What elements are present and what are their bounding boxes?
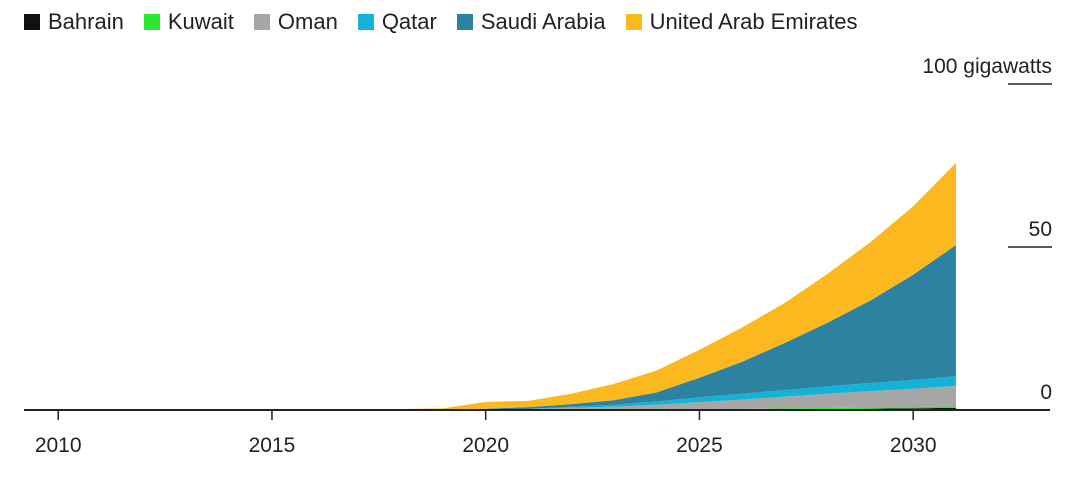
legend-swatch-united-arab-emirates: [625, 14, 642, 30]
legend-item-oman: Oman: [253, 9, 338, 35]
x-tick-label-2010: 2010: [35, 434, 82, 457]
x-tick-label-2015: 2015: [249, 434, 296, 457]
legend: Bahrain Kuwait Oman Qatar Saudi Arabia United…: [24, 8, 877, 36]
legend-item-kuwait: Kuwait: [143, 9, 234, 35]
y-tick-label-50: 50: [1029, 218, 1052, 241]
y-tick-label-0: 0: [1040, 381, 1052, 404]
legend-swatch-bahrain: [24, 14, 40, 30]
area-series-qatar: [58, 376, 956, 410]
legend-swatch-qatar: [357, 14, 374, 30]
x-tick-label-2025: 2025: [676, 434, 723, 457]
legend-swatch-saudi-arabia: [456, 14, 473, 30]
legend-label: Saudi Arabia: [480, 9, 606, 34]
legend-label: Bahrain: [48, 9, 124, 34]
area-series-saudi-arabia: [58, 245, 956, 410]
legend-item-united-arab-emirates: United Arab Emirates: [625, 9, 858, 35]
legend-swatch-oman: [253, 14, 270, 30]
legend-item-qatar: Qatar: [357, 9, 437, 35]
x-tick-label-2030: 2030: [890, 434, 937, 457]
legend-label: Qatar: [381, 9, 437, 34]
legend-item-saudi-arabia: Saudi Arabia: [456, 9, 606, 35]
legend-label: Oman: [277, 9, 338, 34]
legend-label: United Arab Emirates: [649, 9, 858, 34]
area-series-oman: [58, 385, 956, 410]
x-tick-label-2020: 2020: [462, 434, 509, 457]
legend-item-bahrain: Bahrain: [24, 9, 124, 35]
area-series-united-arab-emirates: [58, 162, 956, 410]
legend-swatch-kuwait: [143, 14, 160, 30]
legend-label: Kuwait: [167, 9, 234, 34]
y-tick-label-100: 100 gigawatts: [922, 55, 1052, 78]
